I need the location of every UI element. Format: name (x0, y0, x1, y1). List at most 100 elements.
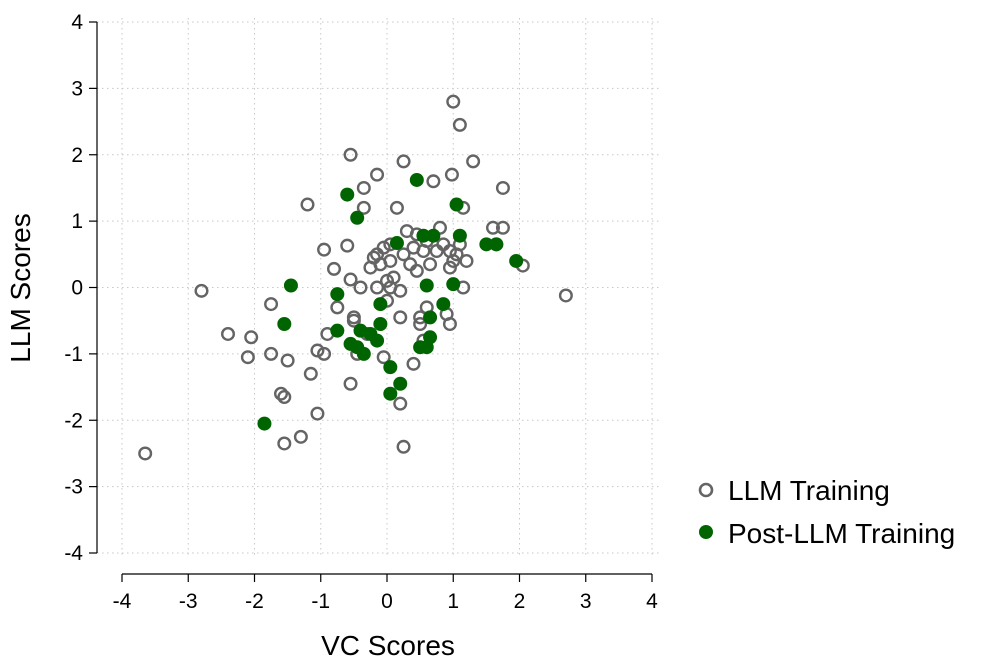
x-tick-label: 2 (514, 590, 526, 613)
data-point-llm-training (343, 147, 358, 162)
data-point-llm-training (264, 346, 279, 361)
data-point-llm-training (370, 280, 385, 295)
x-tick-label: 4 (646, 590, 658, 613)
data-point-llm-training (442, 317, 457, 332)
data-point-llm-training (317, 242, 332, 257)
data-point-llm-training (330, 300, 345, 315)
data-points (138, 94, 573, 461)
data-point-llm-training (280, 353, 295, 368)
data-point-llm-training (444, 167, 459, 182)
x-tick-label: 1 (447, 590, 459, 613)
data-point-post-llm-training (436, 297, 451, 312)
data-point-llm-training (413, 317, 428, 332)
data-point-post-llm-training (373, 297, 388, 312)
x-tick-label: 3 (580, 590, 592, 613)
data-point-llm-training (406, 356, 421, 371)
series-llm-training (138, 94, 573, 461)
data-point-llm-training (442, 260, 457, 275)
data-point-llm-training (386, 270, 401, 285)
y-tick-label: -3 (64, 476, 83, 499)
data-point-post-llm-training (446, 277, 461, 292)
data-point-llm-training (303, 366, 318, 381)
data-point-llm-training (244, 330, 259, 345)
data-point-post-llm-training (330, 323, 345, 338)
data-point-llm-training (343, 272, 358, 287)
x-tick-label: -4 (113, 590, 132, 613)
data-point-post-llm-training (383, 386, 398, 401)
data-point-post-llm-training (509, 253, 524, 268)
data-point-llm-training (452, 117, 467, 132)
data-point-llm-training (409, 263, 424, 278)
data-point-llm-training (376, 240, 391, 255)
data-point-post-llm-training (356, 346, 371, 361)
data-point-llm-training (356, 180, 371, 195)
x-tick-label: -2 (245, 590, 264, 613)
data-point-llm-training (346, 313, 361, 328)
legend: LLM Training Post-LLM Training (698, 475, 955, 549)
data-point-post-llm-training (283, 278, 298, 293)
data-point-llm-training (396, 247, 411, 262)
grid-lines (97, 18, 660, 557)
data-point-post-llm-training (449, 197, 464, 212)
y-tick-label: 3 (71, 77, 83, 100)
x-tick-label: -1 (311, 590, 330, 613)
data-point-llm-training (446, 94, 461, 109)
data-point-llm-training (240, 350, 255, 365)
data-point-post-llm-training (409, 172, 424, 187)
data-point-llm-training (274, 386, 289, 401)
data-point-llm-training (380, 273, 395, 288)
data-point-post-llm-training (393, 376, 408, 391)
data-point-llm-training (446, 253, 461, 268)
data-point-llm-training (277, 436, 292, 451)
y-tick-label: -1 (64, 343, 83, 366)
legend-label-llm-training: LLM Training (728, 475, 890, 506)
legend-marker-llm-training (698, 482, 714, 498)
data-point-llm-training (194, 283, 209, 298)
data-point-llm-training (310, 406, 325, 421)
series-post-llm-training (257, 172, 524, 431)
data-point-llm-training (426, 174, 441, 189)
data-point-llm-training (220, 326, 235, 341)
data-point-post-llm-training (416, 228, 431, 243)
data-point-llm-training (459, 253, 474, 268)
data-point-llm-training (396, 439, 411, 454)
data-point-llm-training (393, 310, 408, 325)
data-point-llm-training (340, 238, 355, 253)
legend-label-post-llm-training: Post-LLM Training (728, 518, 955, 549)
data-point-post-llm-training (452, 228, 467, 243)
data-point-llm-training (356, 200, 371, 215)
data-point-llm-training (317, 346, 332, 361)
data-point-llm-training (353, 280, 368, 295)
y-axis-title: LLM Scores (5, 213, 36, 362)
data-point-llm-training (429, 243, 444, 258)
data-point-llm-training (310, 343, 325, 358)
axes (96, 22, 652, 575)
data-point-llm-training (300, 197, 315, 212)
tick-marks: -4 -3 -2 -1 0 1 2 3 4 4 3 2 1 0 -1 -2 -3 -4 (64, 11, 658, 613)
data-point-llm-training (293, 429, 308, 444)
x-axis-title: VC Scores (321, 630, 455, 661)
data-point-llm-training (486, 220, 501, 235)
data-point-llm-training (138, 446, 153, 461)
data-point-llm-training (558, 288, 573, 303)
data-point-llm-training (383, 253, 398, 268)
data-point-post-llm-training (350, 210, 365, 225)
data-point-llm-training (495, 180, 510, 195)
legend-marker-post-llm-training (699, 525, 713, 539)
data-point-llm-training (466, 154, 481, 169)
y-tick-label: 1 (71, 210, 83, 233)
data-point-post-llm-training (383, 360, 398, 375)
data-point-llm-training (393, 396, 408, 411)
data-point-llm-training (393, 283, 408, 298)
data-point-llm-training (376, 350, 391, 365)
data-point-post-llm-training (277, 317, 292, 332)
data-point-post-llm-training (257, 416, 272, 431)
data-point-llm-training (327, 261, 342, 276)
data-point-post-llm-training (370, 333, 385, 348)
data-point-post-llm-training (330, 287, 345, 302)
data-point-post-llm-training (426, 228, 441, 243)
data-point-llm-training (264, 297, 279, 312)
data-point-llm-training (436, 237, 451, 252)
data-point-llm-training (389, 200, 404, 215)
